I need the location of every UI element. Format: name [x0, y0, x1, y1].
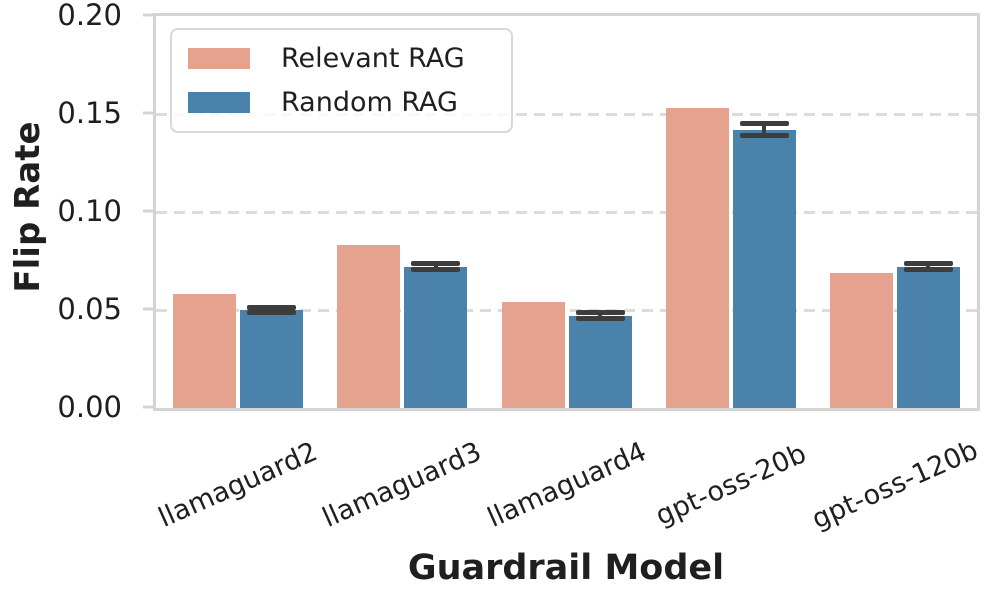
bar-llamaguard3-random-rag — [404, 266, 468, 408]
gridline — [156, 112, 977, 116]
error-bar-cap — [411, 261, 461, 267]
y-tick-label: 0.05 — [57, 291, 122, 326]
bar-gpt-oss-120b-random-rag — [896, 266, 960, 408]
y-tick-mark — [143, 209, 153, 212]
error-bar — [762, 123, 767, 136]
gridline — [156, 308, 977, 312]
error-bar — [433, 263, 438, 270]
y-tick-mark — [143, 13, 153, 16]
x-axis-title: Guardrail Model — [407, 548, 725, 588]
y-tick-label: 0.10 — [57, 193, 122, 228]
error-bar — [269, 307, 274, 313]
error-bar-cap — [739, 133, 789, 139]
bar-llamaguard2-random-rag — [240, 310, 304, 408]
y-tick-mark — [143, 111, 153, 114]
x-tick-label-llamaguard2: llamaguard2 — [154, 436, 323, 534]
legend-label-random-rag: Random RAG — [281, 87, 458, 118]
bar-llamaguard4-relevant-rag — [501, 302, 565, 408]
error-bar-cap — [575, 316, 625, 322]
error-bar-cap — [247, 310, 297, 316]
error-bar-cap — [247, 304, 297, 310]
legend-label-relevant-rag: Relevant RAG — [281, 43, 465, 74]
y-tick-mark — [143, 405, 153, 408]
bar-llamaguard4-random-rag — [568, 315, 632, 408]
legend-item-random-rag: Random RAG — [188, 87, 495, 118]
x-tick-label-gpt-oss-20b: gpt-oss-20b — [650, 438, 811, 532]
bar-gpt-oss-20b-random-rag — [732, 129, 796, 408]
legend-swatch-relevant-rag-icon — [188, 48, 250, 69]
x-tick-label-llamaguard3: llamaguard3 — [318, 436, 487, 534]
bar-llamaguard2-relevant-rag — [173, 294, 237, 408]
legend-swatch-random-rag-icon — [188, 92, 250, 113]
legend-item-relevant-rag: Relevant RAG — [188, 43, 495, 74]
plot-area — [153, 13, 980, 411]
error-bar-cap — [903, 267, 953, 273]
error-bar-cap — [575, 310, 625, 316]
bar-gpt-oss-20b-relevant-rag — [665, 108, 729, 408]
gridline — [156, 210, 977, 214]
error-bar — [926, 263, 931, 270]
y-tick-label: 0.00 — [57, 389, 122, 424]
x-tick-label-gpt-oss-120b: gpt-oss-120b — [807, 434, 983, 536]
error-bar — [598, 312, 602, 319]
bar-llamaguard3-relevant-rag — [337, 245, 401, 408]
error-bar-cap — [739, 121, 789, 127]
error-bar-cap — [903, 261, 953, 267]
y-tick-mark — [143, 307, 153, 310]
bar-gpt-oss-120b-relevant-rag — [829, 272, 893, 408]
legend: Relevant RAG Random RAG — [170, 28, 513, 133]
y-tick-label: 0.15 — [57, 95, 122, 130]
y-tick-label: 0.20 — [57, 0, 122, 32]
x-tick-label-llamaguard4: llamaguard4 — [482, 436, 651, 534]
error-bar-cap — [411, 267, 461, 273]
